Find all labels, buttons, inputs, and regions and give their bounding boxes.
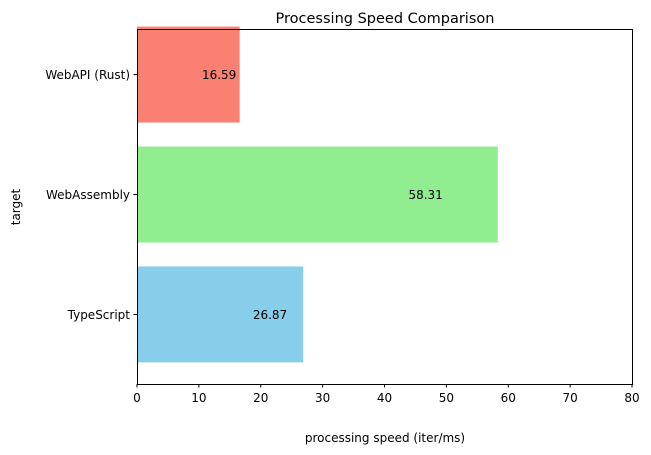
- x-tick-label: 0: [133, 391, 141, 405]
- y-tick-label: WebAPI (Rust): [45, 68, 130, 82]
- x-axis-label: processing speed (iter/ms): [305, 431, 465, 445]
- bars-layer: [137, 26, 498, 363]
- x-tick-label: 80: [624, 391, 639, 405]
- x-tick-label: 50: [439, 391, 454, 405]
- x-tick-label: 40: [377, 391, 392, 405]
- x-tick-label: 10: [191, 391, 206, 405]
- y-tick-label: WebAssembly: [46, 188, 130, 202]
- x-tick-label: 30: [315, 391, 330, 405]
- chart-title: Processing Speed Comparison: [276, 11, 495, 27]
- x-tick-label: 20: [253, 391, 268, 405]
- value-label-webapi-rust: 16.59: [202, 68, 236, 82]
- value-label-typescript: 26.87: [253, 308, 287, 322]
- value-labels-layer: 26.87 58.31 16.59: [202, 68, 443, 322]
- bar-webapi-rust: [137, 26, 240, 123]
- x-axis: 0 10 20 30 40 50 60 70 80: [133, 384, 640, 405]
- y-tick-label: TypeScript: [67, 308, 131, 322]
- bar-typescript: [137, 266, 304, 363]
- plot-frame: [137, 29, 633, 385]
- x-tick-label: 70: [562, 391, 577, 405]
- bar-webassembly: [137, 146, 498, 243]
- value-label-webassembly: 58.31: [408, 188, 442, 202]
- x-tick-label: 60: [501, 391, 516, 405]
- y-axis: TypeScript WebAssembly WebAPI (Rust): [45, 68, 137, 322]
- y-axis-label: target: [9, 188, 23, 225]
